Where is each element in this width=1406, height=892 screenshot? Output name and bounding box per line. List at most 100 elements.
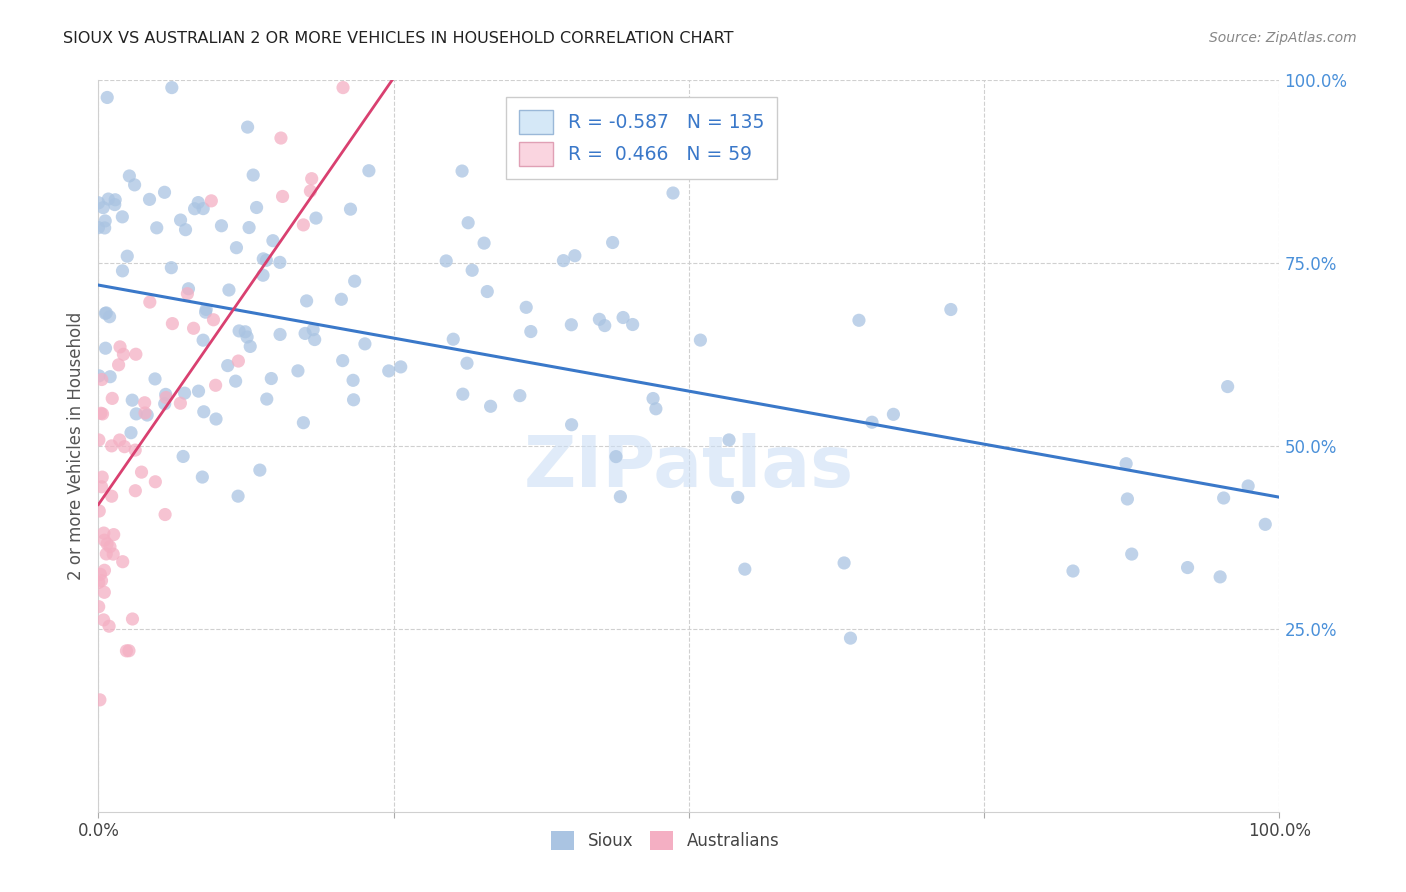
Point xyxy=(342,373,364,387)
Point xyxy=(561,417,583,432)
Point xyxy=(93,563,115,577)
Point xyxy=(509,389,531,403)
Point xyxy=(479,399,502,413)
Point xyxy=(457,216,479,230)
Point xyxy=(104,193,127,207)
Point xyxy=(339,202,361,217)
Point xyxy=(451,387,474,401)
Point xyxy=(1177,560,1199,574)
Point xyxy=(112,347,135,361)
Point xyxy=(609,490,631,504)
Point xyxy=(177,282,200,296)
Point xyxy=(97,192,120,206)
Point xyxy=(103,547,125,561)
Point xyxy=(101,392,124,406)
Point xyxy=(621,318,644,332)
Point xyxy=(612,310,634,325)
Point xyxy=(98,540,121,554)
Point xyxy=(271,189,294,203)
Point xyxy=(239,339,262,353)
Point xyxy=(120,425,142,440)
Point xyxy=(193,405,215,419)
Point xyxy=(100,489,122,503)
Point xyxy=(194,305,217,319)
Point xyxy=(114,440,136,454)
Point xyxy=(245,201,267,215)
Point xyxy=(121,612,143,626)
Point xyxy=(87,220,110,235)
Point xyxy=(269,327,291,342)
Point xyxy=(228,324,250,338)
Point xyxy=(225,374,247,388)
Point xyxy=(153,508,176,522)
Point xyxy=(191,333,214,347)
Point xyxy=(108,340,131,354)
Y-axis label: 2 or more Vehicles in Household: 2 or more Vehicles in Household xyxy=(66,312,84,580)
Point xyxy=(605,450,627,464)
Point xyxy=(124,443,146,458)
Point xyxy=(260,371,283,385)
Point xyxy=(1237,479,1260,493)
Point xyxy=(124,178,146,192)
Point xyxy=(602,235,624,250)
Point xyxy=(183,321,205,335)
Point xyxy=(211,219,233,233)
Point xyxy=(187,195,209,210)
Point xyxy=(662,186,685,200)
Point xyxy=(173,386,195,401)
Point xyxy=(155,387,177,401)
Point xyxy=(111,555,134,569)
Point xyxy=(155,391,177,405)
Point xyxy=(118,169,141,183)
Point xyxy=(238,220,260,235)
Point xyxy=(160,80,183,95)
Point xyxy=(96,306,118,320)
Point xyxy=(472,236,495,251)
Point xyxy=(134,406,156,420)
Point xyxy=(217,359,239,373)
Point xyxy=(451,164,474,178)
Point xyxy=(301,171,323,186)
Point xyxy=(104,197,127,211)
Point xyxy=(93,613,115,627)
Point xyxy=(94,341,117,355)
Point xyxy=(292,218,315,232)
Point xyxy=(205,412,228,426)
Point xyxy=(1116,491,1139,506)
Point xyxy=(832,556,855,570)
Point xyxy=(193,202,215,216)
Point xyxy=(354,337,377,351)
Point xyxy=(226,489,249,503)
Point xyxy=(191,470,214,484)
Point xyxy=(117,249,139,263)
Text: Source: ZipAtlas.com: Source: ZipAtlas.com xyxy=(1209,31,1357,45)
Point xyxy=(131,465,153,479)
Point xyxy=(93,533,115,548)
Point xyxy=(153,186,176,200)
Point xyxy=(287,364,309,378)
Point xyxy=(939,302,962,317)
Point xyxy=(125,347,148,361)
Point xyxy=(357,163,380,178)
Point xyxy=(515,301,537,315)
Point xyxy=(91,407,114,421)
Point xyxy=(252,252,274,266)
Point xyxy=(882,408,904,422)
Point xyxy=(162,317,184,331)
Point xyxy=(195,302,218,317)
Point xyxy=(87,575,110,590)
Point xyxy=(564,249,586,263)
Point xyxy=(90,480,112,494)
Legend: Sioux, Australians: Sioux, Australians xyxy=(543,822,787,858)
Point xyxy=(96,547,118,561)
Point xyxy=(343,274,366,288)
Point xyxy=(91,470,114,484)
Point xyxy=(218,283,240,297)
Point xyxy=(252,268,274,283)
Point xyxy=(100,439,122,453)
Point xyxy=(98,310,121,324)
Point xyxy=(593,318,616,333)
Point xyxy=(262,234,284,248)
Point xyxy=(107,358,129,372)
Point xyxy=(689,333,711,347)
